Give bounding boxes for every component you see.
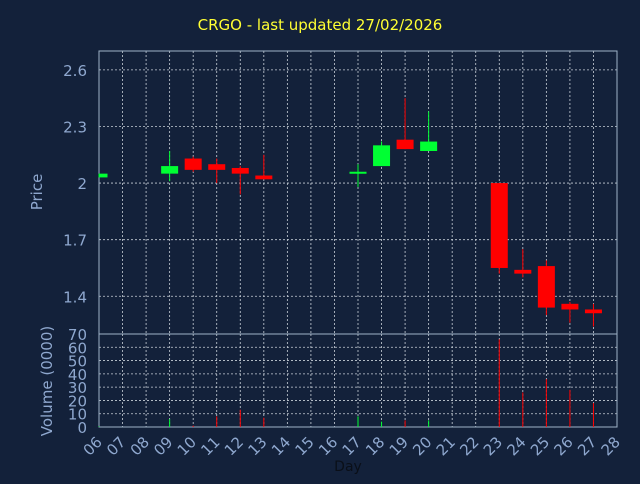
volume-axis-label: Volume (0000) [38, 326, 56, 436]
x-tick-label: 27 [574, 433, 600, 459]
x-tick-label: 19 [386, 433, 412, 459]
candle-body [161, 166, 179, 174]
price-tick-label: 1.4 [63, 288, 87, 306]
candle-body [490, 183, 508, 268]
price-axis-label: Price [28, 174, 46, 211]
x-tick-label: 15 [292, 433, 318, 459]
candle-body [420, 141, 438, 151]
volume-tick-label: 0 [77, 419, 87, 437]
price-tick-label: 2.6 [63, 62, 87, 80]
x-tick-label: 20 [409, 433, 435, 459]
x-tick-label: 11 [197, 433, 223, 459]
x-tick-label: 23 [480, 433, 506, 459]
candle-body [99, 173, 108, 178]
x-tick-label: 08 [127, 433, 153, 459]
x-tick-label: 13 [244, 433, 270, 459]
candle-body [184, 158, 202, 170]
x-tick-label: 12 [221, 433, 247, 459]
price-tick-label: 2 [77, 175, 87, 193]
x-tick-label: 06 [80, 433, 106, 459]
x-tick-label: 26 [551, 433, 577, 459]
candle-body [514, 269, 532, 274]
x-tick-label: 14 [268, 433, 294, 459]
candle-body [373, 145, 391, 167]
x-tick-label: 10 [174, 433, 200, 459]
volume-tick-label: 50 [68, 353, 87, 371]
x-tick-label: 17 [339, 433, 365, 459]
x-tick-label: 28 [598, 433, 624, 459]
candle-body [349, 171, 367, 174]
price-tick-label: 2.3 [63, 118, 87, 136]
x-tick-label: 16 [315, 433, 341, 459]
x-tick-label: 24 [503, 433, 529, 459]
x-tick-label: 25 [527, 433, 553, 459]
x-tick-label: 18 [362, 433, 388, 459]
candle-body [584, 309, 602, 314]
volume-tick-label: 10 [68, 406, 87, 424]
volume-tick-label: 30 [68, 379, 87, 397]
candle-body [537, 266, 555, 308]
candle-body [561, 303, 579, 310]
candle-body [255, 175, 273, 180]
x-tick-label: 09 [150, 433, 176, 459]
volume-tick-label: 20 [68, 392, 87, 410]
x-tick-label: 22 [456, 433, 482, 459]
candle-body [208, 164, 226, 170]
volume-tick-label: 60 [68, 339, 87, 357]
candle-body [396, 139, 414, 150]
chart-title: CRGO - last updated 27/02/2026 [198, 16, 443, 34]
x-tick-label: 21 [433, 433, 459, 459]
x-tick-label: 07 [103, 433, 129, 459]
volume-tick-label: 40 [68, 366, 87, 384]
price-tick-label: 1.7 [63, 232, 87, 250]
x-axis-label: Day [334, 459, 362, 475]
candle-body [231, 167, 249, 174]
volume-tick-label: 70 [68, 326, 87, 344]
